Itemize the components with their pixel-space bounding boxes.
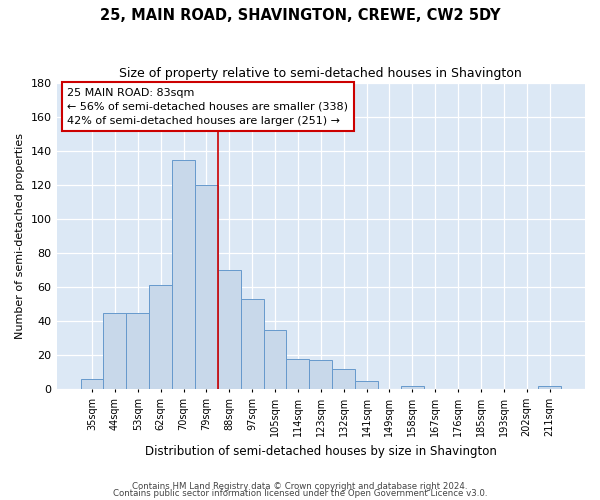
Text: 25 MAIN ROAD: 83sqm
← 56% of semi-detached houses are smaller (338)
42% of semi-: 25 MAIN ROAD: 83sqm ← 56% of semi-detach… [67, 88, 348, 126]
Bar [103, 312, 127, 389]
Bar [149, 286, 172, 389]
Bar [172, 160, 195, 389]
Bar [80, 379, 103, 389]
Bar [127, 312, 149, 389]
Bar [401, 386, 424, 389]
Text: Contains public sector information licensed under the Open Government Licence v3: Contains public sector information licen… [113, 490, 487, 498]
Bar [538, 386, 561, 389]
Bar [263, 330, 286, 389]
Bar [195, 185, 218, 389]
Bar [310, 360, 332, 389]
Y-axis label: Number of semi-detached properties: Number of semi-detached properties [15, 133, 25, 339]
Text: 25, MAIN ROAD, SHAVINGTON, CREWE, CW2 5DY: 25, MAIN ROAD, SHAVINGTON, CREWE, CW2 5D… [100, 8, 500, 22]
Bar [332, 368, 355, 389]
Bar [218, 270, 241, 389]
Bar [355, 380, 378, 389]
Title: Size of property relative to semi-detached houses in Shavington: Size of property relative to semi-detach… [119, 68, 522, 80]
Text: Contains HM Land Registry data © Crown copyright and database right 2024.: Contains HM Land Registry data © Crown c… [132, 482, 468, 491]
X-axis label: Distribution of semi-detached houses by size in Shavington: Distribution of semi-detached houses by … [145, 444, 497, 458]
Bar [241, 299, 263, 389]
Bar [286, 358, 310, 389]
